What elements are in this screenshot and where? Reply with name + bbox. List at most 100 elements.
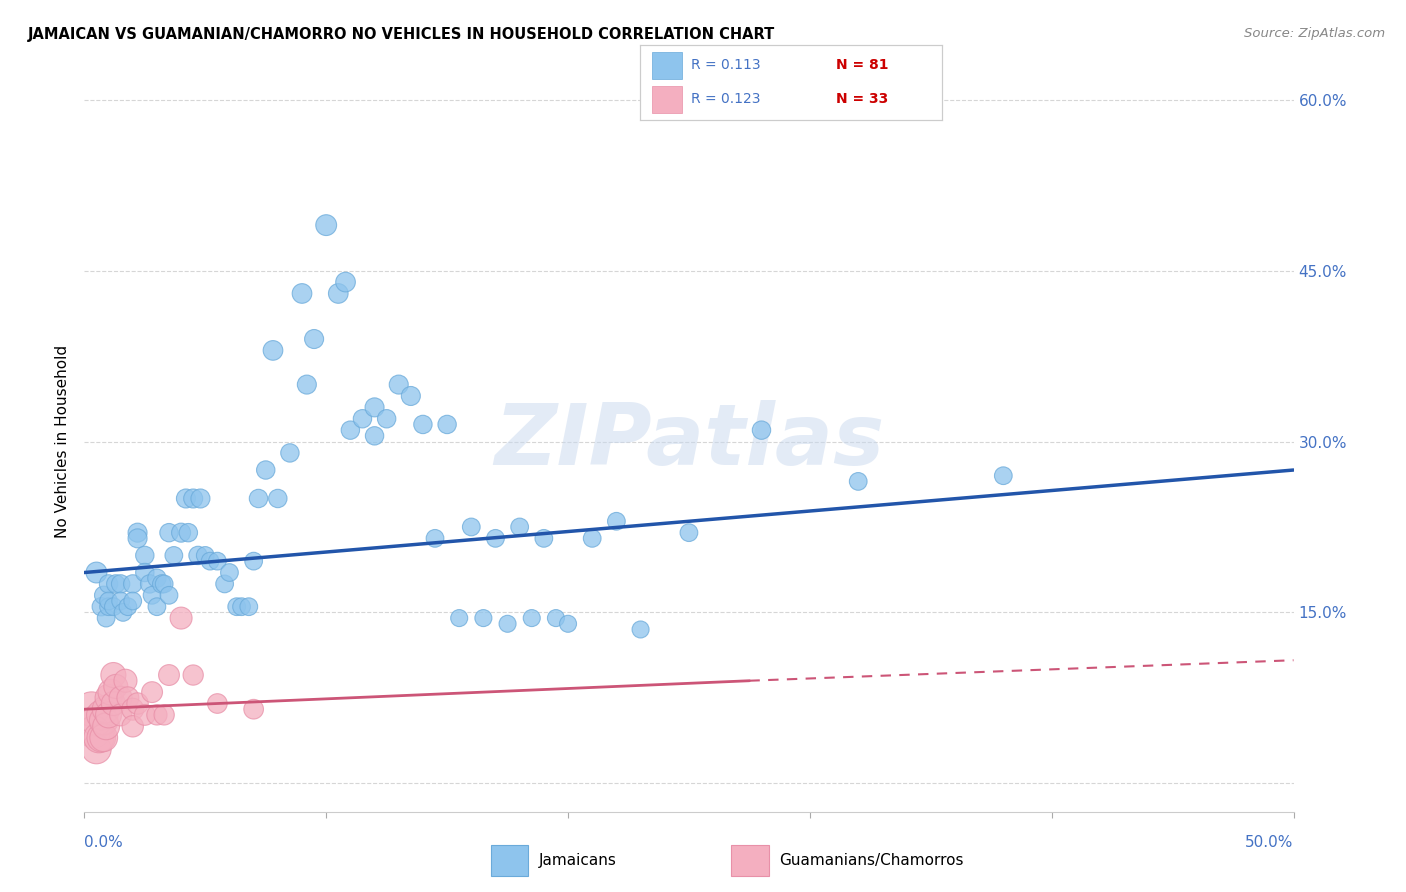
Point xyxy=(242,554,264,568)
Point xyxy=(581,532,603,546)
Point xyxy=(100,685,122,699)
Point xyxy=(181,668,204,682)
Point xyxy=(605,514,627,528)
Point xyxy=(83,725,105,739)
Point xyxy=(449,611,471,625)
Point xyxy=(163,549,186,563)
Point xyxy=(94,702,117,716)
Point xyxy=(157,668,180,682)
Point xyxy=(460,520,482,534)
Point xyxy=(141,685,163,699)
Point xyxy=(97,577,120,591)
Point xyxy=(218,566,240,580)
Point xyxy=(146,707,169,722)
Point xyxy=(190,491,212,506)
Point xyxy=(187,549,209,563)
Point xyxy=(544,611,567,625)
Point xyxy=(121,594,143,608)
Point xyxy=(262,343,284,358)
Point xyxy=(496,616,519,631)
Point xyxy=(134,549,156,563)
Point xyxy=(110,577,132,591)
Point xyxy=(207,697,229,711)
Point xyxy=(363,401,385,415)
Point xyxy=(110,690,132,705)
Text: R = 0.123: R = 0.123 xyxy=(692,92,761,106)
Point xyxy=(291,286,314,301)
Point xyxy=(104,680,127,694)
Point xyxy=(157,588,180,602)
Point xyxy=(335,275,357,289)
Point xyxy=(328,286,350,301)
Text: 0.0%: 0.0% xyxy=(84,835,124,849)
FancyBboxPatch shape xyxy=(731,846,769,876)
Point xyxy=(242,702,264,716)
Point xyxy=(146,599,169,614)
Point xyxy=(509,520,531,534)
Point xyxy=(484,532,506,546)
Point xyxy=(363,429,385,443)
FancyBboxPatch shape xyxy=(491,846,529,876)
Point xyxy=(352,411,374,425)
Point xyxy=(170,525,193,540)
Point xyxy=(86,566,108,580)
Point xyxy=(295,377,318,392)
Point xyxy=(110,707,132,722)
Point xyxy=(134,566,156,580)
Point xyxy=(94,611,117,625)
Point xyxy=(80,702,103,716)
Point xyxy=(104,577,127,591)
Point xyxy=(278,446,301,460)
Point xyxy=(846,475,869,489)
Point xyxy=(97,707,120,722)
Point xyxy=(751,423,773,437)
Text: Guamanians/Chamorros: Guamanians/Chamorros xyxy=(779,854,963,868)
Text: R = 0.113: R = 0.113 xyxy=(692,58,761,72)
Point xyxy=(181,491,204,506)
Point xyxy=(141,588,163,602)
Point xyxy=(214,577,236,591)
Point xyxy=(520,611,543,625)
Point xyxy=(153,577,176,591)
Point xyxy=(97,594,120,608)
Text: 50.0%: 50.0% xyxy=(1246,835,1294,849)
Text: JAMAICAN VS GUAMANIAN/CHAMORRO NO VEHICLES IN HOUSEHOLD CORRELATION CHART: JAMAICAN VS GUAMANIAN/CHAMORRO NO VEHICL… xyxy=(28,27,775,42)
Point xyxy=(302,332,325,346)
Point xyxy=(94,719,117,733)
Text: Jamaicans: Jamaicans xyxy=(538,854,617,868)
Point xyxy=(117,690,139,705)
Point xyxy=(423,532,446,546)
Point xyxy=(399,389,422,403)
Point xyxy=(112,606,135,620)
Point xyxy=(207,554,229,568)
Point xyxy=(254,463,277,477)
Point xyxy=(121,702,143,716)
Text: ZIPatlas: ZIPatlas xyxy=(494,400,884,483)
Point xyxy=(121,719,143,733)
Point xyxy=(153,707,176,722)
Point xyxy=(247,491,270,506)
Point xyxy=(93,731,115,745)
Point xyxy=(103,599,125,614)
Point xyxy=(90,599,112,614)
Point xyxy=(170,611,193,625)
Point xyxy=(198,554,221,568)
Point xyxy=(267,491,290,506)
Point xyxy=(993,468,1015,483)
Point xyxy=(86,714,108,728)
Point xyxy=(472,611,495,625)
Point xyxy=(121,577,143,591)
Point xyxy=(138,577,160,591)
Text: Source: ZipAtlas.com: Source: ZipAtlas.com xyxy=(1244,27,1385,40)
Point xyxy=(231,599,253,614)
Point xyxy=(114,673,136,688)
Point xyxy=(97,690,120,705)
Point xyxy=(103,668,125,682)
FancyBboxPatch shape xyxy=(652,52,682,78)
Point xyxy=(87,731,110,745)
Point xyxy=(97,599,120,614)
Point xyxy=(127,525,149,540)
Point xyxy=(93,588,115,602)
Point xyxy=(90,731,112,745)
Point xyxy=(150,577,173,591)
